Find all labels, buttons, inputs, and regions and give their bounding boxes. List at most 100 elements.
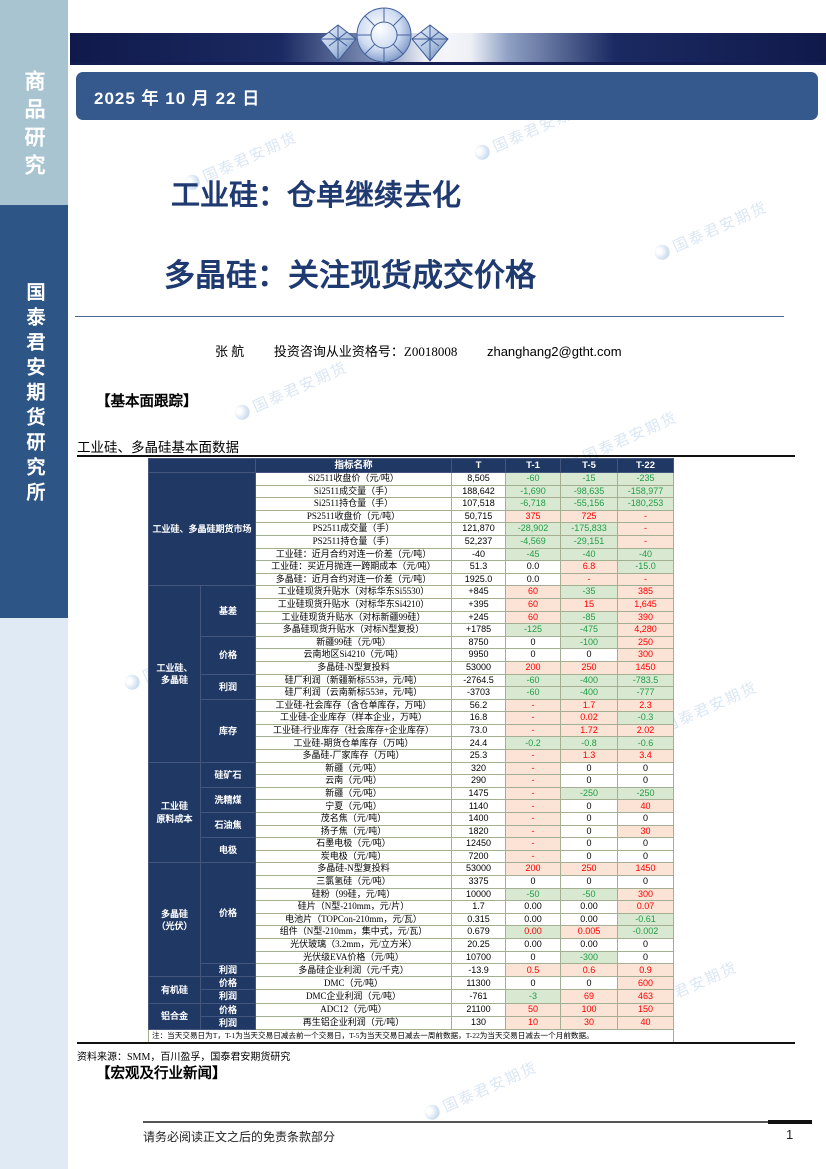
table-row: 工业硅现货升贴水（对标新疆99硅） +245 60 -85 390	[149, 610, 674, 625]
value-t22: 1450	[617, 660, 674, 675]
subgroup-label: 电极	[200, 837, 256, 864]
value-t1: 0.5	[505, 963, 561, 978]
value-t5: 6.8	[560, 560, 618, 574]
subgroup-label: 库存	[200, 698, 256, 763]
value-t5: -475	[560, 623, 618, 637]
indicator-name: 硅片（N型-210mm，元/片）	[255, 900, 452, 914]
footer-disclaimer: 请务必阅读正文之后的免责条款部分	[143, 1130, 336, 1144]
value-t5: 0	[560, 849, 618, 864]
value-t: 1.7	[451, 900, 506, 914]
value-t: 25.3	[451, 749, 506, 763]
value-t5: 0.00	[560, 912, 618, 927]
header-empty-cell	[148, 458, 256, 473]
value-t1: -60	[505, 673, 561, 688]
value-t: +1785	[451, 623, 506, 637]
value-t1: -45	[505, 547, 561, 562]
value-t5: 15	[560, 597, 618, 612]
value-t5: 0	[560, 976, 618, 991]
value-t: +245	[451, 610, 506, 625]
value-t1: 0	[505, 635, 561, 650]
value-t1: -	[505, 749, 561, 763]
table-row: Si2511持仓量（手） 107,518 -6,718 -55,156 -180,253	[149, 497, 674, 511]
value-t: -2764.5	[451, 673, 506, 688]
value-t: -40	[451, 547, 506, 562]
subgroup-label: 基差	[200, 585, 256, 637]
value-t: 1820	[451, 824, 506, 839]
value-t: 16.8	[451, 711, 506, 725]
value-t5: 250	[560, 660, 618, 675]
header-banner	[70, 33, 826, 65]
table-row: PS2511收盘价（元/吨） 50,715 375 725-	[149, 509, 674, 524]
watermark: 国泰君安期货	[231, 356, 351, 425]
value-t22: -0.3	[617, 711, 674, 725]
value-t: 290	[451, 774, 506, 788]
value-t: 10000	[451, 887, 506, 902]
table-row: 工业硅-企业库存（样本企业，万吨） 16.8-0.02 -0.3	[149, 711, 674, 725]
value-t: +395	[451, 597, 506, 612]
value-t5: -100	[560, 635, 618, 650]
logo-icon	[652, 242, 673, 263]
value-t5: -175,833	[560, 522, 618, 536]
indicator-name: 云南地区Si4210（元/吨）	[255, 648, 452, 662]
value-t1: -	[505, 786, 561, 801]
value-t: 7200	[451, 849, 506, 864]
indicator-name: 工业硅：近月合约对连一价差（元/吨）	[255, 547, 452, 562]
value-t: 8,505	[451, 472, 506, 486]
indicator-name: 工业硅现货升贴水（对标新疆99硅）	[255, 610, 452, 625]
value-t5: 250	[560, 862, 618, 876]
author-name: 张 航	[215, 344, 245, 359]
table-header-row: 指标名称 T T-1 T-5 T-22	[148, 458, 674, 473]
table-bottom-rule	[77, 1042, 795, 1044]
value-t: 11300	[451, 976, 506, 991]
report-date: 2025 年 10 月 22 日	[94, 88, 261, 108]
table-row: 利润 多晶硅企业利润（元/千克） -13.9 0.5 0.6 0.9	[149, 963, 674, 978]
value-t: 53000	[451, 660, 506, 675]
column-header: T	[451, 458, 506, 473]
value-t1: -	[505, 698, 561, 713]
indicator-name: 工业硅-社会库存（含仓单库存，万吨）	[255, 698, 452, 713]
value-t22: 0	[617, 837, 674, 851]
value-t: 21100	[451, 1002, 506, 1017]
author-line: 张 航 投资咨询从业资格号：Z0018008 zhanghang2@gtht.c…	[215, 341, 622, 360]
value-t5: -300	[560, 950, 618, 965]
sidebar-top-section	[0, 0, 68, 205]
table-row: 多晶硅 （光伏） 价格 多晶硅-N型复投料 53000 200 250 1450	[148, 862, 674, 978]
value-t: 56.2	[451, 698, 506, 713]
indicator-name: 工业硅现货升贴水（对标华东Si5530）	[255, 585, 452, 599]
table-row: 电极 石墨电极（元/吨） 12450-0 0	[149, 837, 674, 864]
report-title-2: 多晶硅：关注现货成交价格	[164, 258, 536, 293]
value-t: 73.0	[451, 723, 506, 738]
value-t5: 30	[560, 1015, 618, 1030]
table-top-rule	[77, 455, 795, 457]
value-t1: 0.00	[505, 925, 561, 939]
subgroup-label: 洗精煤	[200, 786, 256, 814]
value-t5: 1.7	[560, 698, 618, 713]
logo-icon	[422, 1102, 443, 1123]
indicator-name: 多晶硅-N型复投料	[255, 660, 452, 675]
value-t1: 0.00	[505, 900, 561, 914]
date-bar: 2025 年 10 月 22 日	[76, 72, 818, 120]
data-source: 资料来源：SMM，百川盈孚，国泰君安期货研究	[77, 1052, 291, 1063]
value-t1: -	[505, 723, 561, 738]
value-t22: 300	[617, 648, 674, 662]
table-row: 铝合金 价格 ADC12（元/吨） 21100 50 100 150	[148, 1002, 674, 1030]
indicator-name: 多晶硅现货升贴水（对标N型复投）	[255, 623, 452, 637]
value-t1: 0	[505, 648, 561, 662]
value-t1: 0.0	[505, 572, 561, 587]
table-title: 工业硅、多晶硅基本面数据	[77, 440, 239, 455]
table-row: 洗精煤 新疆（元/吨） 1475- -250 -250	[149, 786, 674, 814]
value-t22: 0.07	[617, 900, 674, 914]
group-label: 多晶硅 （光伏）	[148, 862, 201, 978]
author-qualification: 投资咨询从业资格号：Z0018008	[273, 344, 458, 359]
value-t: 3375	[451, 875, 506, 889]
value-t5: -15	[560, 472, 618, 486]
value-t1: 0.00	[505, 937, 561, 952]
indicator-name: DMC（元/吨）	[255, 976, 452, 991]
value-t: 12450	[451, 837, 506, 851]
value-t22: -15.0	[617, 560, 674, 574]
indicator-name: 多晶硅-厂家库存（万吨）	[255, 749, 452, 763]
value-t5: 1.72	[560, 723, 618, 738]
value-t5: 0	[560, 799, 618, 814]
subgroup-label: 利润	[200, 1015, 256, 1030]
value-t1: -	[505, 761, 561, 776]
